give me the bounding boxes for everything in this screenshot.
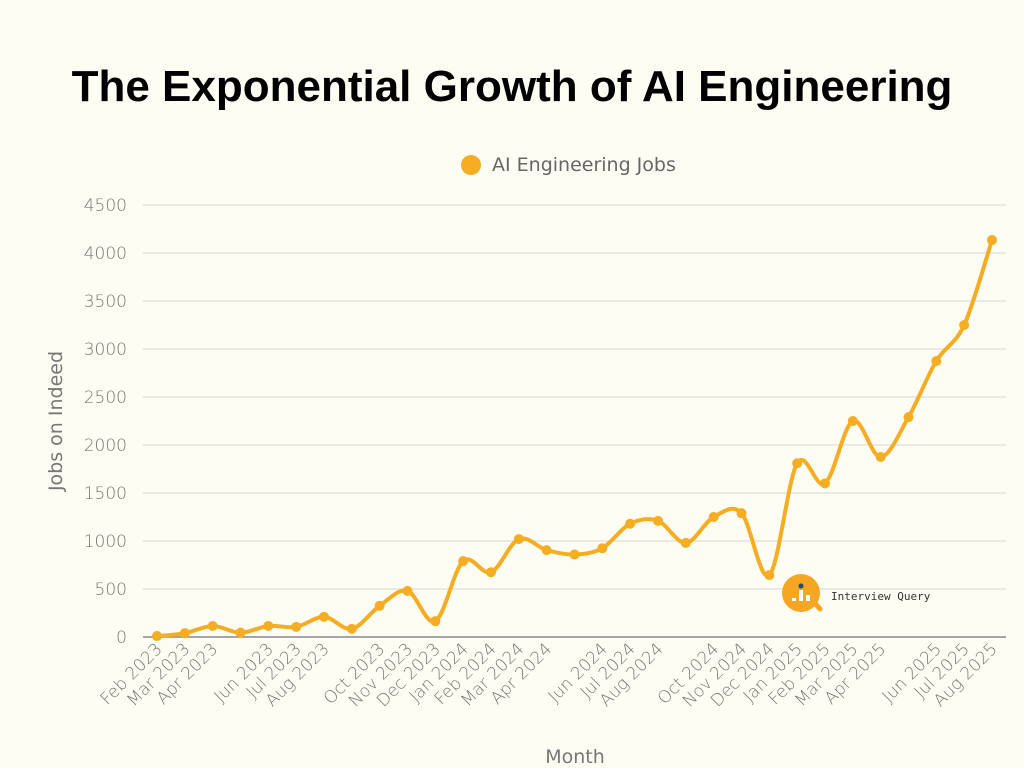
watermark-text: Interview Query (831, 590, 931, 603)
data-point (820, 478, 830, 489)
y-axis-label: Jobs on Indeed (45, 351, 67, 492)
y-tick-label: 2500 (84, 388, 127, 408)
data-point (625, 518, 636, 529)
data-point (486, 567, 496, 578)
data-point (402, 585, 413, 596)
data-point (513, 534, 524, 545)
y-tick-label: 500 (95, 580, 127, 600)
data-point (207, 620, 218, 631)
data-point (875, 452, 886, 462)
y-tick-label: 3000 (84, 340, 127, 360)
data-point (346, 623, 357, 634)
data-point (987, 235, 997, 246)
legend-marker (461, 155, 481, 175)
watermark-logo-dot (798, 583, 804, 589)
data-point (792, 458, 803, 469)
watermark-logo-bar (792, 598, 796, 601)
data-point (959, 320, 970, 330)
y-tick-label: 4500 (84, 196, 127, 216)
chart-title: The Exponential Growth of AI Engineering (71, 62, 953, 111)
data-point (931, 356, 942, 366)
watermark-logo-bar (799, 590, 803, 601)
y-tick-label: 2000 (84, 436, 127, 456)
y-tick-label: 4000 (84, 244, 127, 264)
data-point (541, 545, 552, 556)
data-point (653, 515, 663, 526)
series-line (156, 239, 994, 639)
x-axis-label: Month (545, 746, 605, 768)
y-tick-label: 1500 (84, 484, 127, 504)
data-point (235, 627, 246, 638)
y-tick-label: 0 (116, 628, 127, 648)
data-point (263, 620, 274, 631)
data-point (152, 631, 162, 642)
data-point (708, 512, 719, 522)
data-point (764, 570, 775, 581)
y-tick-label: 1000 (84, 532, 127, 552)
watermark-logo-bar (806, 595, 810, 601)
data-point (374, 600, 385, 611)
data-point (736, 508, 747, 519)
data-point (847, 416, 858, 426)
data-point (319, 611, 329, 622)
data-point (458, 556, 469, 567)
legend-label: AI Engineering Jobs (492, 154, 676, 176)
data-point (430, 616, 441, 627)
y-tick-label: 3500 (84, 292, 127, 312)
data-point (569, 549, 580, 560)
data-point (903, 412, 914, 423)
data-point (597, 543, 608, 554)
data-point (680, 537, 691, 548)
data-point (179, 628, 190, 639)
data-point (291, 621, 302, 632)
